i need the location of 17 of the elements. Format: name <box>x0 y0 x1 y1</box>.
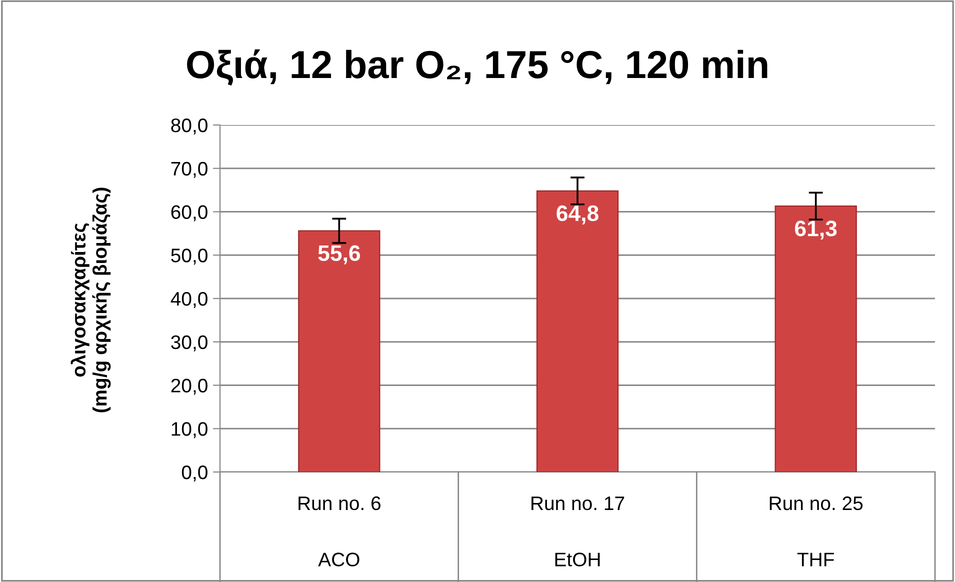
y-tick-label: 20,0 <box>171 378 208 395</box>
y-axis-title: ολιγοσακχαρίτες (mg/g αρχικής βιομάζας) <box>70 188 111 412</box>
category-label: Run no. 6 ACO <box>298 496 380 566</box>
category-label: Run no. 25 THF <box>770 496 863 566</box>
y-tick-label: 0,0 <box>182 465 208 482</box>
data-label: 55,6 <box>318 245 360 264</box>
category-label: Run no. 17 EtOH <box>532 496 624 566</box>
y-tick-label: 80,0 <box>171 118 208 135</box>
y-tick-label: 30,0 <box>171 335 208 352</box>
y-tick-label: 60,0 <box>171 205 208 222</box>
y-tick-label: 10,0 <box>172 422 208 438</box>
data-label: 64,8 <box>556 205 598 224</box>
y-tick-label: 50,0 <box>171 248 208 265</box>
chart-title: Οξιά, 12 bar O₂, 175 °C, 120 min <box>187 49 768 86</box>
y-tick-label: 40,0 <box>170 292 208 308</box>
data-label: 61,3 <box>795 220 837 240</box>
y-tick-label: 70,0 <box>171 162 208 178</box>
